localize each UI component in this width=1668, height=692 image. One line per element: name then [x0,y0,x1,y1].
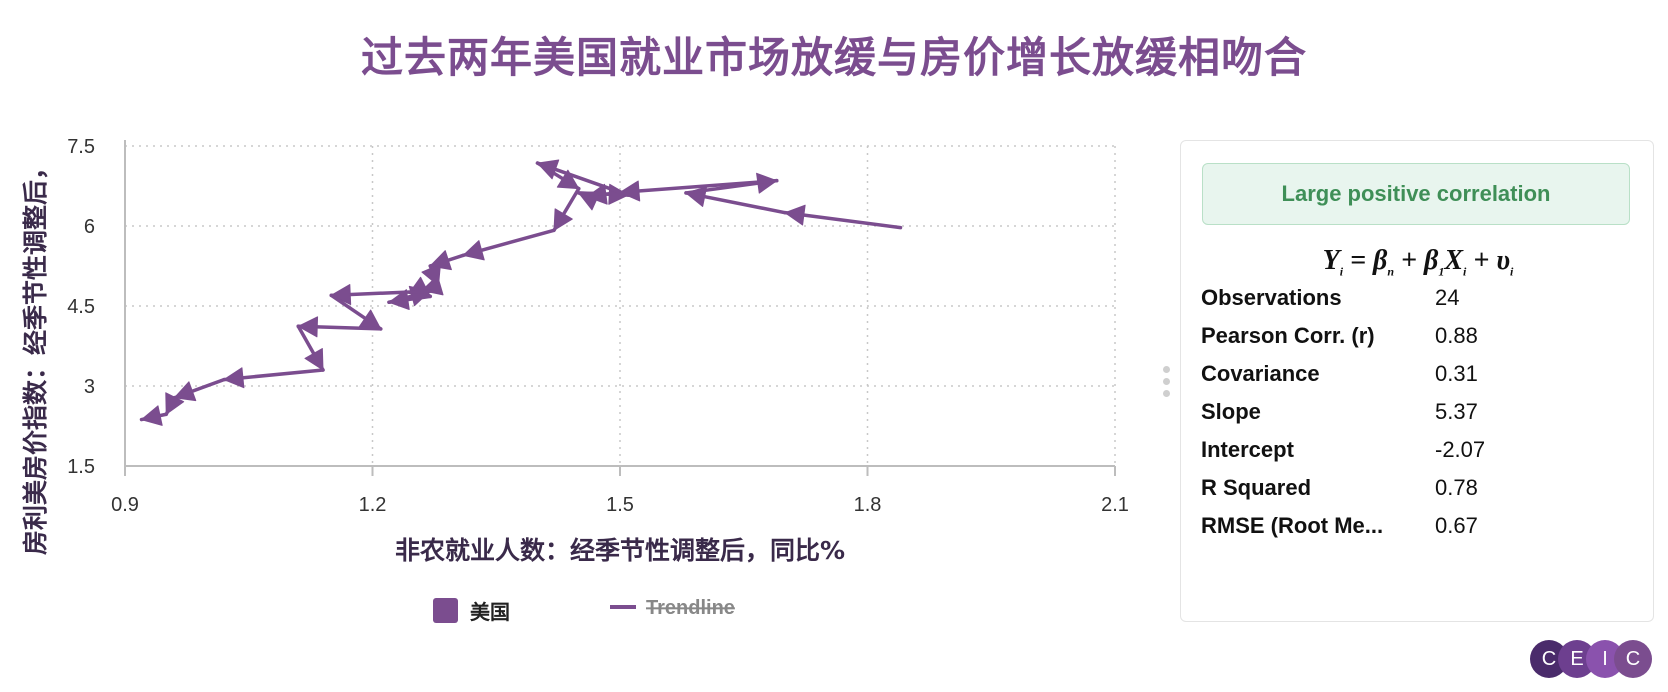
legend: 美国 Trendline [433,597,735,624]
series-segment [618,178,779,195]
data-point-arrow[interactable] [784,204,806,226]
y-tick-label: 4.5 [67,296,95,318]
x-tick-label: 1.5 [606,494,634,516]
stat-label: R Squared [1201,475,1312,500]
stat-row-r-squared: R Squared 0.78 [1201,475,1641,505]
y-axis-title: 房利美房价指数：经季节性调整后， [21,155,50,555]
chart-svg: 7.5 6 4.5 3 1.5 0.9 1.2 1.5 1.8 2.1 非农就业人数：经季节性调整… [21,136,1129,624]
stat-row-observations: Observations 24 [1201,285,1641,315]
x-tick-label: 2.1 [1101,494,1129,516]
x-tick-label: 1.2 [359,494,387,516]
data-point-arrow[interactable] [429,250,452,271]
y-tick-label: 1.5 [67,456,95,478]
stat-row-slope: Slope 5.37 [1201,399,1641,429]
y-tick-label: 6 [84,216,95,238]
data-point-arrow[interactable] [141,405,163,426]
stat-label: Observations [1201,285,1342,310]
legend-label-trendline[interactable]: Trendline [646,597,735,619]
handle-dot [1162,390,1170,397]
stat-value: 0.78 [1435,475,1478,500]
data-point-arrow[interactable] [174,381,197,402]
data-point-arrow[interactable] [297,316,319,338]
data-point-arrow[interactable] [553,208,573,231]
logo-letter: C [1614,640,1652,678]
data-point-arrow[interactable] [619,180,641,202]
x-axis-title: 非农就业人数：经季节性调整后，同比% [395,536,845,565]
stat-value: 0.88 [1435,323,1478,348]
stat-row-intercept: Intercept -2.07 [1201,437,1641,467]
ceic-logo: C E I C [1530,640,1654,678]
x-tick-label: 0.9 [111,494,139,516]
axis-layer: 7.5 6 4.5 3 1.5 0.9 1.2 1.5 1.8 2.1 [67,136,1129,516]
correlation-badge: Large positive correlation [1202,163,1630,225]
data-point-arrow[interactable] [165,392,185,415]
y-tick-label: 7.5 [67,136,95,158]
handle-dot [1162,378,1170,385]
data-point-arrow[interactable] [462,240,485,261]
stat-label: Pearson Corr. (r) [1201,323,1375,348]
data-point-arrow[interactable] [223,367,245,389]
grid-layer [125,145,1116,466]
y-tick-label: 3 [84,376,95,398]
stat-label: Intercept [1201,437,1294,462]
stat-value: 0.31 [1435,361,1478,386]
legend-swatch-usa[interactable] [433,598,458,623]
legend-label-usa[interactable]: 美国 [470,600,510,624]
data-point-arrow[interactable] [304,348,324,371]
stat-label: Slope [1201,399,1261,424]
stat-value: 0.67 [1435,513,1478,538]
data-point-arrow[interactable] [358,309,382,330]
stat-row-rmse: RMSE (Root Me... 0.67 [1201,513,1641,543]
regression-equation: Yi = βn + β1Xi + υi [1322,245,1514,279]
x-tick-label: 1.8 [854,494,882,516]
stat-value: 24 [1435,285,1460,310]
stat-value: -2.07 [1435,437,1486,462]
chart-title: 过去两年美国就业市场放缓与房价增长放缓相吻合 [360,33,1307,82]
stat-row-covariance: Covariance 0.31 [1201,361,1641,391]
handle-dot [1162,366,1170,373]
statistics-panel: Large positive correlation Yi = βn + β1X… [1180,140,1654,622]
data-point-arrow[interactable] [556,169,580,190]
stat-row-pearson: Pearson Corr. (r) 0.88 [1201,323,1641,353]
panel-resize-handle[interactable] [1161,366,1171,402]
stat-value: 5.37 [1435,399,1478,424]
series-layer [139,159,903,426]
stat-label: RMSE (Root Me... [1201,513,1384,538]
stat-label: Covariance [1201,361,1320,386]
